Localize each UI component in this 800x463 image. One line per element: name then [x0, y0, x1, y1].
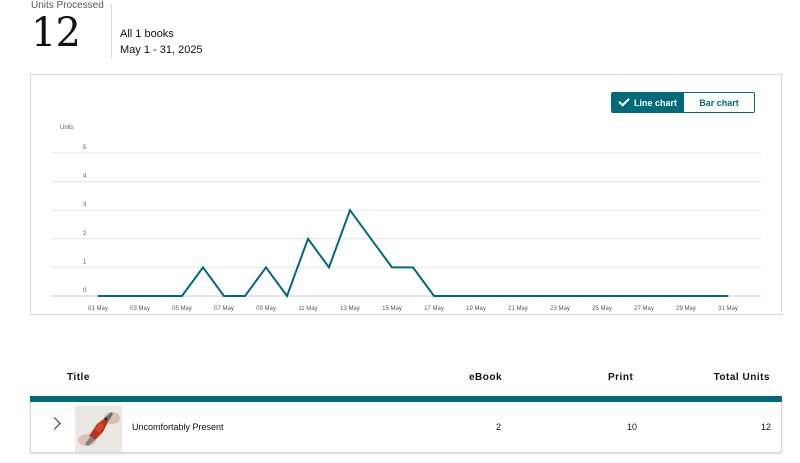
data-point[interactable] [181, 295, 183, 297]
chevron-right-icon[interactable] [48, 417, 61, 430]
y-tick-label: 2 [83, 231, 87, 237]
data-point[interactable] [433, 295, 435, 297]
data-point[interactable] [139, 295, 141, 297]
column-header-title: Title [67, 372, 90, 383]
x-tick-label: 11 May [298, 306, 317, 312]
data-point[interactable] [685, 295, 687, 297]
x-tick-label: 31 May [718, 306, 738, 312]
data-point[interactable] [643, 295, 645, 297]
x-tick-label: 09 May [256, 306, 276, 312]
x-tick-label: 01 May [88, 306, 108, 312]
data-point[interactable] [412, 266, 414, 268]
table-header-bar [30, 396, 782, 402]
units-processed-value: 12 [31, 10, 81, 56]
data-point[interactable] [475, 295, 477, 297]
y-axis-label: Units [60, 125, 74, 131]
data-point[interactable] [622, 295, 624, 297]
bar-chart-button[interactable]: Bar chart [683, 93, 754, 112]
summary-divider [111, 4, 112, 58]
data-point[interactable] [349, 209, 351, 211]
data-point[interactable] [118, 295, 120, 297]
x-tick-label: 03 May [130, 306, 150, 312]
x-tick-label: 29 May [676, 306, 696, 312]
units-processed-label: Units Processed [31, 0, 104, 11]
total-units: 12 [760, 422, 771, 432]
x-tick-label: 25 May [592, 306, 612, 312]
line-chart-label: Line chart [633, 97, 677, 108]
book-cover-thumbnail [75, 406, 122, 452]
summary-header: Units Processed 12 All 1 books May 1 - 3… [0, 0, 800, 60]
bar-chart-label: Bar chart [699, 97, 739, 108]
data-point[interactable] [265, 266, 267, 268]
data-point[interactable] [517, 295, 519, 297]
data-point[interactable] [370, 238, 372, 240]
data-point[interactable] [328, 266, 330, 268]
print-units: 10 [626, 422, 637, 432]
data-point[interactable] [559, 295, 561, 297]
line-chart-button[interactable]: Line chart [612, 93, 684, 112]
units-line-chart: 0 1 2 3 4 5 01 May 03 May 05 May 07 May 09 May 11 … [51, 125, 761, 312]
column-header-total: Total Units [713, 372, 770, 383]
data-point[interactable] [391, 266, 393, 268]
y-tick-label: 4 [83, 174, 87, 180]
data-point[interactable] [601, 295, 603, 297]
y-tick-label: 5 [83, 145, 87, 151]
checkmark-icon [618, 95, 630, 107]
chart-type-toggle: Line chart Bar chart [611, 92, 755, 113]
y-tick-label: 1 [83, 259, 87, 265]
x-tick-label: 07 May [214, 306, 234, 312]
book-title[interactable]: Uncomfortably Present [132, 422, 224, 432]
data-point[interactable] [286, 295, 288, 297]
table-header: Title eBook Print Total Units [30, 366, 782, 396]
table-row[interactable]: Uncomfortably Present 2 10 12 [30, 402, 782, 453]
data-point[interactable] [706, 295, 708, 297]
column-header-ebook: eBook [469, 372, 503, 383]
x-tick-label: 15 May [382, 306, 402, 312]
x-tick-label: 21 May [508, 306, 528, 312]
x-tick-label: 19 May [466, 306, 486, 312]
chart-panel: 0 1 2 3 4 5 01 May 03 May 05 May 07 May 09 May 11 … [30, 74, 782, 315]
y-tick-label: 0 [83, 288, 87, 294]
x-tick-label: 17 May [424, 306, 444, 312]
x-tick-label: 27 May [634, 306, 654, 312]
column-header-print: Print [608, 372, 634, 383]
data-point[interactable] [496, 295, 498, 297]
data-point[interactable] [307, 238, 309, 240]
date-range: May 1 - 31, 2025 [120, 44, 203, 56]
data-point[interactable] [244, 295, 246, 297]
book-scope: All 1 books [120, 28, 174, 40]
x-tick-label: 05 May [172, 306, 192, 312]
data-point[interactable] [223, 295, 225, 297]
data-point[interactable] [454, 295, 456, 297]
data-point[interactable] [580, 295, 582, 297]
data-point[interactable] [160, 295, 162, 297]
x-tick-label: 23 May [550, 306, 570, 312]
ebook-units: 2 [495, 422, 501, 432]
y-tick-label: 3 [83, 202, 87, 208]
x-tick-label: 13 May [340, 306, 360, 312]
data-point[interactable] [538, 295, 540, 297]
data-point[interactable] [664, 295, 666, 297]
data-point[interactable] [727, 295, 729, 297]
units-series-line [98, 208, 728, 299]
data-point[interactable] [202, 266, 204, 268]
data-point[interactable] [97, 295, 99, 297]
